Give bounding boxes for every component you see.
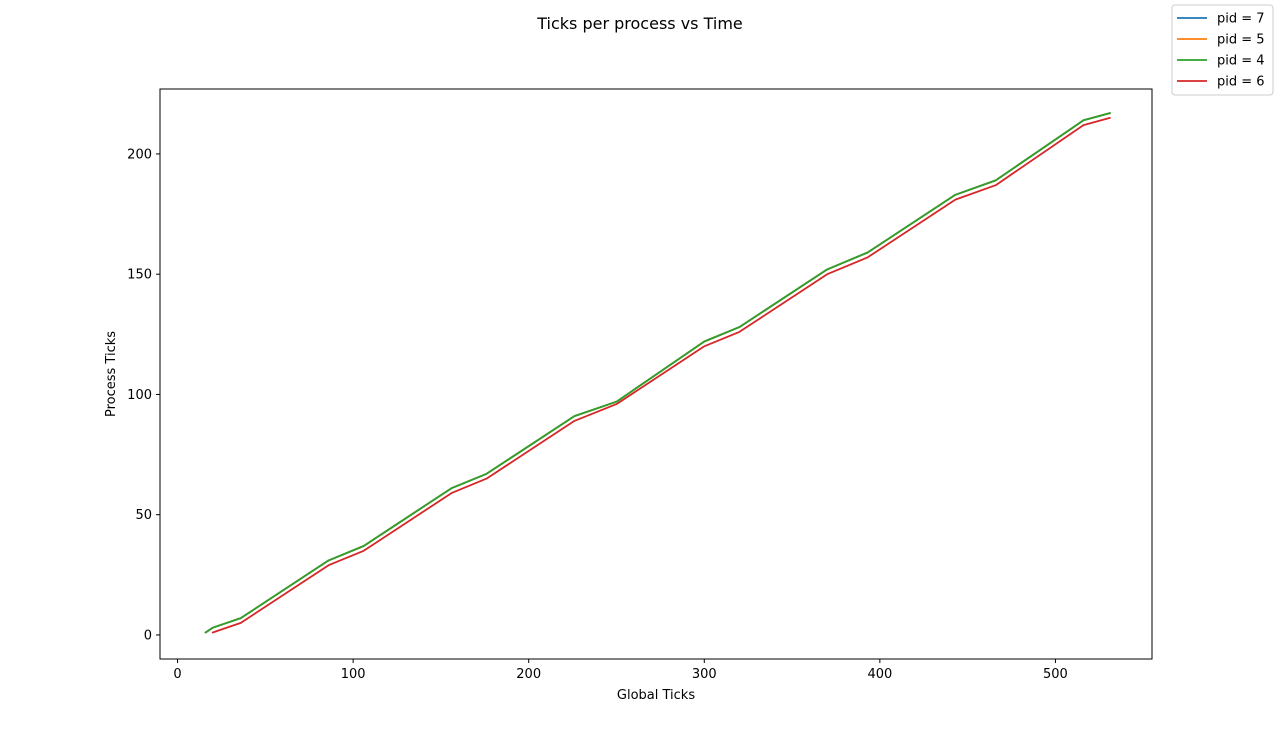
x-tick-label: 500: [1043, 667, 1068, 682]
x-axis: 0 100 200 300 400 500: [173, 659, 1068, 682]
x-tick-label: 200: [516, 667, 541, 682]
series-line-2: [204, 112, 1111, 634]
legend-entry-label: pid = 6: [1217, 75, 1265, 90]
y-tick-label: 0: [144, 628, 152, 643]
y-tick-label: 150: [127, 268, 152, 283]
y-tick-label: 50: [135, 508, 152, 523]
series-layer: [204, 112, 1111, 634]
x-tick-label: 100: [341, 667, 366, 682]
legend-entry-label: pid = 4: [1217, 54, 1265, 69]
chart-title: Ticks per process vs Time: [536, 14, 743, 33]
y-tick-label: 200: [127, 147, 152, 162]
x-tick-label: 0: [173, 667, 181, 682]
x-tick-label: 300: [692, 667, 717, 682]
x-axis-label: Global Ticks: [617, 688, 695, 703]
x-tick-label: 400: [867, 667, 892, 682]
y-axis: 0 50 100 150 200: [127, 147, 160, 643]
y-tick-label: 100: [127, 388, 152, 403]
legend-frame: [1171, 4, 1274, 96]
legend-entry-label: pid = 7: [1217, 12, 1265, 27]
legend: pid = 7 pid = 5 pid = 4 pid = 6: [1171, 4, 1274, 96]
y-axis-label: Process Ticks: [104, 331, 119, 417]
legend-entry-label: pid = 5: [1217, 33, 1265, 48]
series-line-3: [211, 117, 1111, 634]
